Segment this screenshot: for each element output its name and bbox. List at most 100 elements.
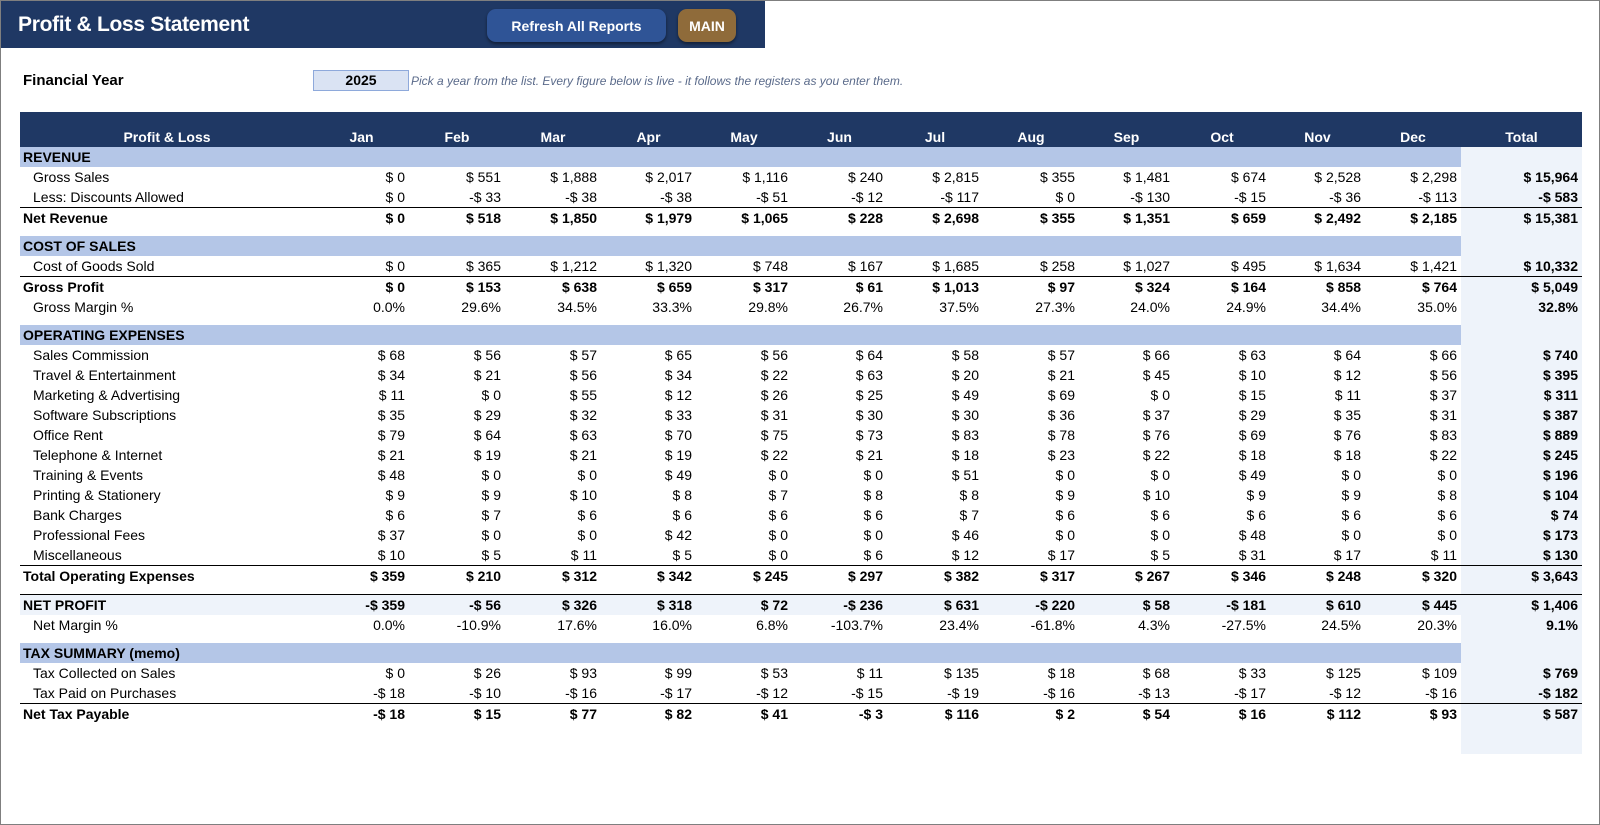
- month-value-cell: $ 6: [672, 507, 692, 523]
- month-value-cell: $ 2: [983, 703, 1079, 724]
- month-value-cell: $ 2,185: [1365, 207, 1461, 228]
- month-value-cell: $ 33: [1238, 665, 1266, 681]
- column-header: Total: [1461, 112, 1582, 147]
- row-label: Office Rent: [33, 427, 103, 443]
- spacer-row: [20, 228, 1582, 236]
- column-header: Jan: [314, 112, 409, 147]
- title-bar: Profit & Loss Statement Refresh All Repo…: [1, 1, 765, 48]
- month-value-cell: 24.0%: [1130, 299, 1170, 315]
- financial-year-label: Financial Year: [23, 72, 124, 89]
- month-value-cell: $ 0: [1055, 189, 1075, 205]
- total-cell: $ 889: [1461, 425, 1582, 445]
- month-value-cell: -$ 18: [373, 685, 405, 701]
- month-value-cell: $ 0: [314, 207, 409, 228]
- month-value-cell: $ 21: [377, 447, 405, 463]
- month-value-cell: $ 64: [473, 427, 501, 443]
- month-value-cell: $ 6: [385, 507, 405, 523]
- month-value-cell: $ 63: [1238, 347, 1266, 363]
- spacer-cell: [792, 586, 887, 595]
- month-value-cell: -$ 15: [1234, 189, 1266, 205]
- spacer-cell: [1365, 317, 1461, 325]
- month-value-cell: $ 258: [1039, 258, 1075, 274]
- month-value-cell: $ 324: [1079, 276, 1174, 297]
- column-header: May: [696, 112, 792, 147]
- month-value-cell: $ 6: [863, 507, 883, 523]
- month-value-cell: $ 21: [1047, 367, 1075, 383]
- month-value-cell: $ 19: [473, 447, 501, 463]
- row-label: Telephone & Internet: [33, 447, 163, 463]
- spacer-cell: [1270, 228, 1365, 236]
- month-value-cell: $ 29: [1238, 407, 1266, 423]
- month-value-cell: $ 34: [664, 367, 692, 383]
- month-value-cell: $ 0: [481, 467, 501, 483]
- total-cell: 9.1%: [1461, 615, 1582, 635]
- month-value-cell: $ 18: [951, 447, 979, 463]
- spacer-cell: [1365, 635, 1461, 643]
- spacer-cell: [1461, 228, 1582, 236]
- table-row: Miscellaneous $ 10 $ 5 $ 11 $ 5 $ 0 $ 6 $ 12 $ 1…: [20, 545, 1582, 566]
- month-value-cell: $ 365: [465, 258, 501, 274]
- row-label: Cost of Goods Sold: [33, 258, 155, 274]
- month-value-cell: $ 18: [1238, 447, 1266, 463]
- row-label: Less: Discounts Allowed: [33, 189, 184, 205]
- month-value-cell: -$ 33: [469, 189, 501, 205]
- month-value-cell: $ 659: [1174, 207, 1270, 228]
- month-value-cell: $ 248: [1270, 565, 1365, 586]
- month-value-cell: $ 6: [768, 507, 788, 523]
- month-value-cell: 29.6%: [461, 299, 501, 315]
- total-cell: $ 387: [1461, 405, 1582, 425]
- month-value-cell: 37.5%: [939, 299, 979, 315]
- month-value-cell: $ 112: [1270, 703, 1365, 724]
- table-row: Gross Sales $ 0 $ 551 $ 1,888 $ 2,017 $ 1,116…: [20, 167, 1582, 187]
- month-value-cell: -$ 15: [851, 685, 883, 701]
- table-row: Software Subscriptions $ 35 $ 29 $ 32 $ 33 $ …: [20, 405, 1582, 425]
- month-value-cell: $ 57: [1047, 347, 1075, 363]
- total-cell: [1461, 147, 1582, 167]
- month-value-cell: $ 72: [696, 594, 792, 615]
- month-value-cell: $ 9: [1246, 487, 1266, 503]
- spacer-cell: [314, 586, 409, 595]
- month-value-cell: $ 26: [473, 665, 501, 681]
- month-value-cell: $ 37: [377, 527, 405, 543]
- main-button[interactable]: MAIN: [678, 9, 736, 42]
- total-cell: $ 10,332: [1461, 256, 1582, 277]
- month-value-cell: $ 31: [1429, 407, 1457, 423]
- month-value-cell: $ 15: [409, 703, 505, 724]
- row-label: Printing & Stationery: [33, 487, 161, 503]
- month-value-cell: $ 11: [570, 547, 597, 563]
- month-value-cell: $ 125: [1325, 665, 1361, 681]
- month-value-cell: $ 23: [1047, 447, 1075, 463]
- month-value-cell: -$ 236: [792, 594, 887, 615]
- row-label: Total Operating Expenses: [20, 565, 314, 586]
- month-value-cell: -103.7%: [830, 617, 883, 633]
- row-label: Tax Paid on Purchases: [33, 685, 177, 701]
- month-value-cell: $ 19: [664, 447, 692, 463]
- month-value-cell: $ 1,888: [550, 169, 597, 185]
- month-value-cell: $ 0: [577, 527, 597, 543]
- month-value-cell: 23.4%: [939, 617, 979, 633]
- month-value-cell: $ 355: [1039, 169, 1075, 185]
- month-value-cell: $ 22: [760, 367, 788, 383]
- month-value-cell: $ 0: [863, 527, 883, 543]
- spacer-cell: [505, 586, 601, 595]
- month-value-cell: $ 320: [1365, 565, 1461, 586]
- month-value-cell: $ 9: [385, 487, 405, 503]
- month-value-cell: $ 0: [1341, 527, 1361, 543]
- row-label: Gross Margin %: [33, 299, 134, 315]
- row-label: Gross Sales: [33, 169, 110, 185]
- month-value-cell: $ 359: [314, 565, 409, 586]
- month-value-cell: $ 10: [377, 547, 405, 563]
- month-value-cell: $ 63: [855, 367, 883, 383]
- financial-year-select[interactable]: 2025: [313, 70, 409, 91]
- month-value-cell: $ 32: [569, 407, 597, 423]
- month-value-cell: 35.0%: [1417, 299, 1457, 315]
- month-value-cell: $ 93: [1365, 703, 1461, 724]
- month-value-cell: $ 73: [855, 427, 883, 443]
- spacer-cell: [983, 586, 1079, 595]
- month-value-cell: $ 1,212: [550, 258, 597, 274]
- month-value-cell: $ 0: [1055, 467, 1075, 483]
- refresh-all-reports-button[interactable]: Refresh All Reports: [487, 9, 666, 42]
- month-value-cell: $ 6: [1246, 507, 1266, 523]
- spacer-cell: [887, 317, 983, 325]
- page-title: Profit & Loss Statement: [18, 13, 250, 36]
